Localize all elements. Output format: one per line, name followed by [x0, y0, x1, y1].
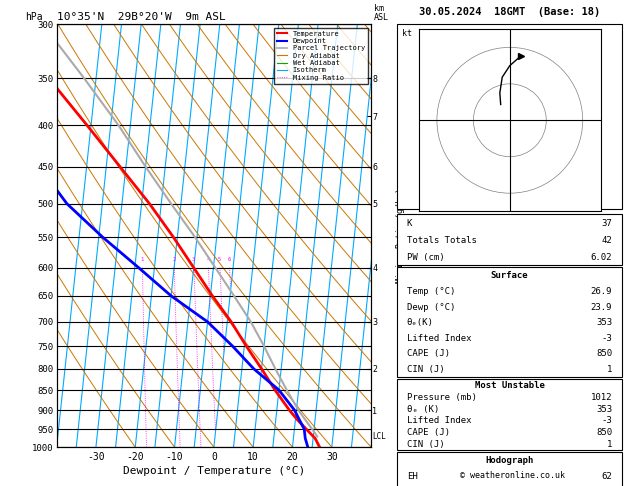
Text: 23.9: 23.9 [591, 303, 612, 312]
Text: 10°35'N  29B°20'W  9m ASL: 10°35'N 29B°20'W 9m ASL [57, 12, 225, 22]
Text: Dewp (°C): Dewp (°C) [407, 303, 455, 312]
Text: 62: 62 [601, 471, 612, 481]
Text: Mixing Ratio (g/kg): Mixing Ratio (g/kg) [396, 188, 405, 283]
Text: θₑ(K): θₑ(K) [407, 318, 433, 327]
Text: LCL: LCL [372, 432, 386, 441]
Text: -3: -3 [601, 417, 612, 425]
Text: 3: 3 [192, 257, 196, 262]
Text: Lifted Index: Lifted Index [407, 417, 471, 425]
Text: Pressure (mb): Pressure (mb) [407, 393, 477, 402]
Text: PW (cm): PW (cm) [407, 253, 444, 262]
Text: θₑ (K): θₑ (K) [407, 404, 439, 414]
Text: 353: 353 [596, 404, 612, 414]
Text: 1012: 1012 [591, 393, 612, 402]
Text: 6.02: 6.02 [591, 253, 612, 262]
Text: 26.9: 26.9 [591, 287, 612, 296]
Text: 1: 1 [607, 365, 612, 374]
Text: Surface: Surface [491, 271, 528, 280]
Text: 6: 6 [228, 257, 231, 262]
Text: Totals Totals: Totals Totals [407, 236, 477, 245]
Text: CIN (J): CIN (J) [407, 365, 444, 374]
Text: CIN (J): CIN (J) [407, 440, 444, 449]
Text: CAPE (J): CAPE (J) [407, 349, 450, 359]
Text: Lifted Index: Lifted Index [407, 334, 471, 343]
Bar [397, 214, 622, 265]
Text: 353: 353 [596, 318, 612, 327]
Text: 42: 42 [601, 236, 612, 245]
Text: 850: 850 [596, 428, 612, 437]
Text: 37: 37 [601, 219, 612, 228]
Text: 1: 1 [607, 440, 612, 449]
Text: -3: -3 [601, 334, 612, 343]
Text: Most Unstable: Most Unstable [474, 381, 545, 390]
X-axis label: Dewpoint / Temperature (°C): Dewpoint / Temperature (°C) [123, 466, 305, 476]
Legend: Temperature, Dewpoint, Parcel Trajectory, Dry Adiabat, Wet Adiabat, Isotherm, Mi: Temperature, Dewpoint, Parcel Trajectory… [274, 28, 367, 84]
Text: 1: 1 [141, 257, 144, 262]
Bar [397, 24, 622, 209]
Text: 850: 850 [596, 349, 612, 359]
Bar [397, 267, 622, 377]
Bar [397, 452, 622, 486]
Text: 2: 2 [172, 257, 175, 262]
Text: Hodograph: Hodograph [486, 456, 533, 465]
Bar [397, 379, 622, 450]
Text: EH: EH [407, 471, 418, 481]
Text: Temp (°C): Temp (°C) [407, 287, 455, 296]
Text: hPa: hPa [25, 12, 43, 22]
Text: K: K [407, 219, 412, 228]
Text: kt: kt [402, 29, 412, 38]
Text: 4: 4 [206, 257, 210, 262]
Text: CAPE (J): CAPE (J) [407, 428, 450, 437]
Text: km
ASL: km ASL [374, 4, 389, 22]
Text: 30.05.2024  18GMT  (Base: 18): 30.05.2024 18GMT (Base: 18) [419, 7, 600, 17]
Text: 5: 5 [218, 257, 221, 262]
Text: © weatheronline.co.uk: © weatheronline.co.uk [460, 471, 565, 480]
